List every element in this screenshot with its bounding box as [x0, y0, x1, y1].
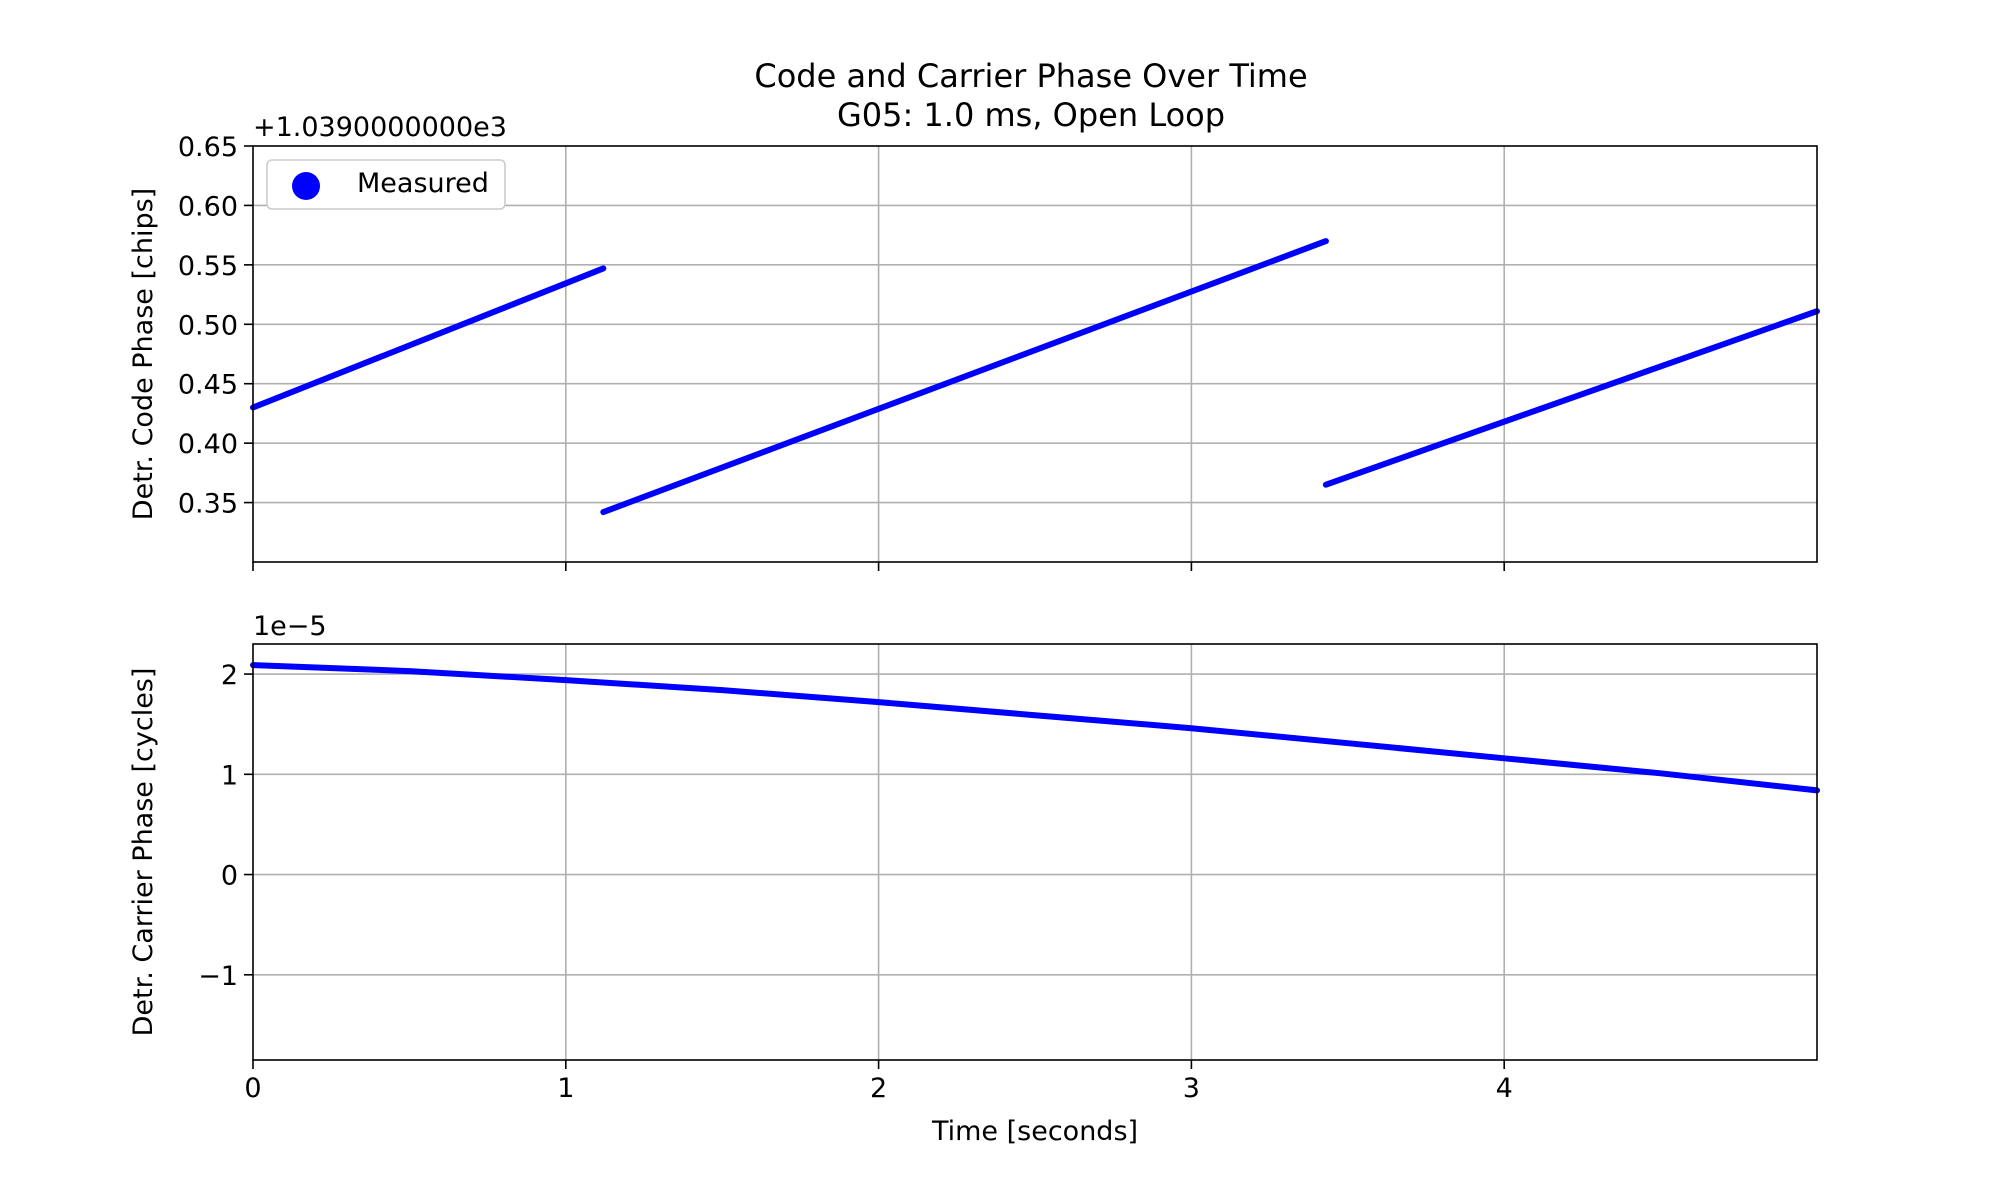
legend-label-measured: Measured [357, 168, 489, 199]
code-phase-y-tick-label: 0.60 [178, 191, 238, 222]
chart-title-line2: G05: 1.0 ms, Open Loop [837, 96, 1225, 134]
carrier-phase-x-tick-label: 4 [1496, 1073, 1513, 1104]
x-axis-label: Time [seconds] [931, 1116, 1138, 1147]
carrier-phase-y-tick-label: −1 [198, 961, 238, 992]
carrier-phase-y-axis-label: Detr. Carrier Phase [cycles] [128, 668, 159, 1037]
code-phase-y-tick-label: 0.55 [178, 251, 238, 282]
code-phase-series-line [250, 265, 607, 411]
code-phase-offset-label: +1.0390000000e3 [253, 112, 507, 143]
code-phase-series-line [600, 238, 1329, 516]
carrier-phase-y-tick-label: 1 [221, 760, 238, 791]
carrier-phase-x-tick-label: 1 [557, 1073, 574, 1104]
chart-title-line1: Code and Carrier Phase Over Time [754, 57, 1307, 95]
carrier-phase-series-line [250, 662, 1820, 794]
carrier-phase-x-tick-label: 3 [1183, 1073, 1200, 1104]
carrier-phase-y-tick-label: 0 [221, 861, 238, 892]
code-phase-y-axis-label: Detr. Code Phase [chips] [128, 188, 159, 520]
carrier-phase-axes-frame [252, 643, 1818, 1061]
code-phase-panel: 0.35 0.40 0.45 0.50 0.55 0.60 0.65 +1.03900000… [128, 112, 1820, 571]
carrier-phase-offset-label: 1e−5 [253, 611, 327, 642]
legend-marker-measured [292, 172, 320, 200]
code-phase-y-tick-label: 0.45 [178, 370, 238, 401]
legend: Measured [266, 159, 506, 210]
code-phase-axes-frame [252, 145, 1818, 563]
code-phase-y-tick-label: 0.65 [178, 132, 238, 163]
code-phase-y-tick-label: 0.35 [178, 489, 238, 520]
code-phase-y-tick-label: 0.40 [178, 429, 238, 460]
code-phase-y-tick-label: 0.50 [178, 310, 238, 341]
carrier-phase-y-tick-label: 2 [221, 660, 238, 691]
carrier-phase-x-tick-label: 2 [870, 1073, 887, 1104]
carrier-phase-panel: 0 1 2 3 4 −1 0 1 2 1e−5 Detr. Carrier Phase [cyc… [128, 611, 1820, 1147]
carrier-phase-x-tick-label: 0 [244, 1073, 261, 1104]
legend-box [266, 159, 506, 210]
code-phase-series-line [1322, 308, 1820, 488]
